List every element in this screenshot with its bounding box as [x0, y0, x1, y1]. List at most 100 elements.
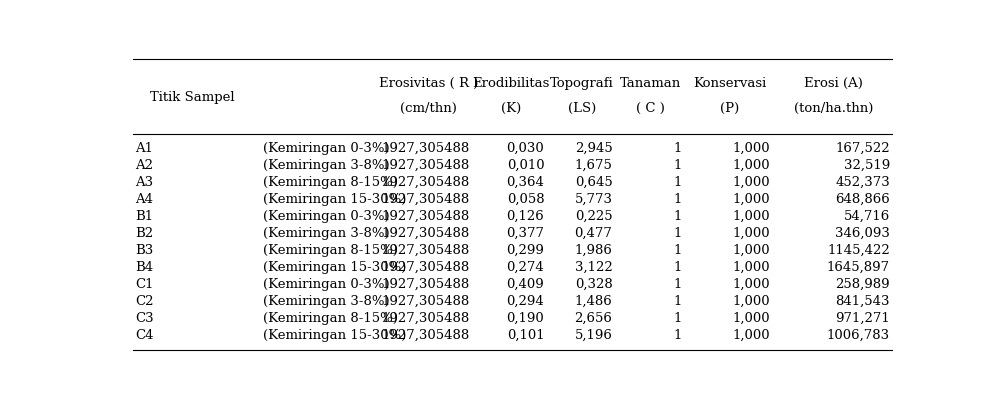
Text: 1927,305488: 1927,305488	[382, 142, 470, 155]
Text: 0,328: 0,328	[575, 278, 612, 291]
Text: 1: 1	[673, 261, 681, 274]
Text: (Kemiringan 3-8%): (Kemiringan 3-8%)	[263, 295, 390, 308]
Text: Erosivitas ( R ): Erosivitas ( R )	[379, 77, 478, 90]
Text: C1: C1	[135, 278, 154, 291]
Text: (Kemiringan 8-15%): (Kemiringan 8-15%)	[263, 312, 398, 325]
Text: 971,271: 971,271	[835, 312, 890, 325]
Text: 1927,305488: 1927,305488	[382, 159, 470, 172]
Text: ( C ): ( C )	[636, 102, 665, 114]
Text: 1,000: 1,000	[732, 176, 770, 189]
Text: 1,000: 1,000	[732, 312, 770, 325]
Text: A1: A1	[135, 142, 153, 155]
Text: (cm/thn): (cm/thn)	[400, 102, 457, 114]
Text: 1927,305488: 1927,305488	[382, 278, 470, 291]
Text: B3: B3	[135, 244, 153, 257]
Text: 0,030: 0,030	[507, 142, 544, 155]
Text: 1,000: 1,000	[732, 227, 770, 240]
Text: 258,989: 258,989	[835, 278, 890, 291]
Text: 5,196: 5,196	[575, 329, 612, 342]
Text: 0,190: 0,190	[507, 312, 544, 325]
Text: 1006,783: 1006,783	[827, 329, 890, 342]
Text: 32,519: 32,519	[844, 159, 890, 172]
Text: 1927,305488: 1927,305488	[382, 329, 470, 342]
Text: (Kemiringan 15-30%): (Kemiringan 15-30%)	[263, 329, 406, 342]
Text: Erosi (A): Erosi (A)	[804, 77, 863, 90]
Text: 1: 1	[673, 295, 681, 308]
Text: 3,122: 3,122	[575, 261, 612, 274]
Text: (ton/ha.thn): (ton/ha.thn)	[794, 102, 873, 114]
Text: 0,225: 0,225	[575, 210, 612, 223]
Text: (Kemiringan 3-8%): (Kemiringan 3-8%)	[263, 159, 390, 172]
Text: (Kemiringan 15-30%): (Kemiringan 15-30%)	[263, 261, 406, 274]
Text: 1927,305488: 1927,305488	[382, 312, 470, 325]
Text: B4: B4	[135, 261, 153, 274]
Text: (Kemiringan 0-3%): (Kemiringan 0-3%)	[263, 210, 390, 223]
Text: 0,364: 0,364	[506, 176, 544, 189]
Text: (Kemiringan 15-30%): (Kemiringan 15-30%)	[263, 193, 406, 206]
Text: 1927,305488: 1927,305488	[382, 227, 470, 240]
Text: 0,126: 0,126	[507, 210, 544, 223]
Text: 1145,422: 1145,422	[827, 244, 890, 257]
Text: (K): (K)	[501, 102, 521, 114]
Text: Topografi: Topografi	[550, 77, 614, 90]
Text: 1645,897: 1645,897	[827, 261, 890, 274]
Text: 0,377: 0,377	[506, 227, 544, 240]
Text: 1: 1	[673, 244, 681, 257]
Text: 167,522: 167,522	[835, 142, 890, 155]
Text: Konservasi: Konservasi	[693, 77, 766, 90]
Text: 1,000: 1,000	[732, 193, 770, 206]
Text: 841,543: 841,543	[835, 295, 890, 308]
Text: 0,294: 0,294	[507, 295, 544, 308]
Text: (Kemiringan 3-8%): (Kemiringan 3-8%)	[263, 227, 390, 240]
Text: 2,945: 2,945	[575, 142, 612, 155]
Text: (Kemiringan 8-15%): (Kemiringan 8-15%)	[263, 176, 398, 189]
Text: (LS): (LS)	[568, 102, 596, 114]
Text: (Kemiringan 0-3%): (Kemiringan 0-3%)	[263, 142, 390, 155]
Text: 1: 1	[673, 312, 681, 325]
Text: (Kemiringan 8-15%): (Kemiringan 8-15%)	[263, 244, 398, 257]
Text: A4: A4	[135, 193, 153, 206]
Text: C2: C2	[135, 295, 154, 308]
Text: 1927,305488: 1927,305488	[382, 244, 470, 257]
Text: 1: 1	[673, 193, 681, 206]
Text: 1: 1	[673, 159, 681, 172]
Text: 1,000: 1,000	[732, 295, 770, 308]
Text: 648,866: 648,866	[835, 193, 890, 206]
Text: 54,716: 54,716	[844, 210, 890, 223]
Text: (Kemiringan 0-3%): (Kemiringan 0-3%)	[263, 278, 390, 291]
Text: 1,675: 1,675	[575, 159, 612, 172]
Text: 1: 1	[673, 142, 681, 155]
Text: 1,000: 1,000	[732, 210, 770, 223]
Text: 0,058: 0,058	[507, 193, 544, 206]
Text: 1927,305488: 1927,305488	[382, 176, 470, 189]
Text: 1,000: 1,000	[732, 159, 770, 172]
Text: C3: C3	[135, 312, 154, 325]
Text: 0,645: 0,645	[575, 176, 612, 189]
Text: 2,656: 2,656	[575, 312, 612, 325]
Text: 1927,305488: 1927,305488	[382, 210, 470, 223]
Text: Erodibilitas: Erodibilitas	[472, 77, 550, 90]
Text: A2: A2	[135, 159, 153, 172]
Text: 452,373: 452,373	[835, 176, 890, 189]
Text: 1,486: 1,486	[575, 295, 612, 308]
Text: 1927,305488: 1927,305488	[382, 295, 470, 308]
Text: (P): (P)	[720, 102, 739, 114]
Text: 1: 1	[673, 227, 681, 240]
Text: 5,773: 5,773	[574, 193, 612, 206]
Text: C4: C4	[135, 329, 154, 342]
Text: 346,093: 346,093	[835, 227, 890, 240]
Text: B2: B2	[135, 227, 153, 240]
Text: 1,000: 1,000	[732, 278, 770, 291]
Text: 1: 1	[673, 329, 681, 342]
Text: 1,000: 1,000	[732, 142, 770, 155]
Text: 1,000: 1,000	[732, 329, 770, 342]
Text: 0,409: 0,409	[507, 278, 544, 291]
Text: 1927,305488: 1927,305488	[382, 261, 470, 274]
Text: Tanaman: Tanaman	[620, 77, 681, 90]
Text: 1: 1	[673, 176, 681, 189]
Text: 0,477: 0,477	[575, 227, 612, 240]
Text: 1927,305488: 1927,305488	[382, 193, 470, 206]
Text: 0,010: 0,010	[507, 159, 544, 172]
Text: 1,986: 1,986	[575, 244, 612, 257]
Text: 1,000: 1,000	[732, 244, 770, 257]
